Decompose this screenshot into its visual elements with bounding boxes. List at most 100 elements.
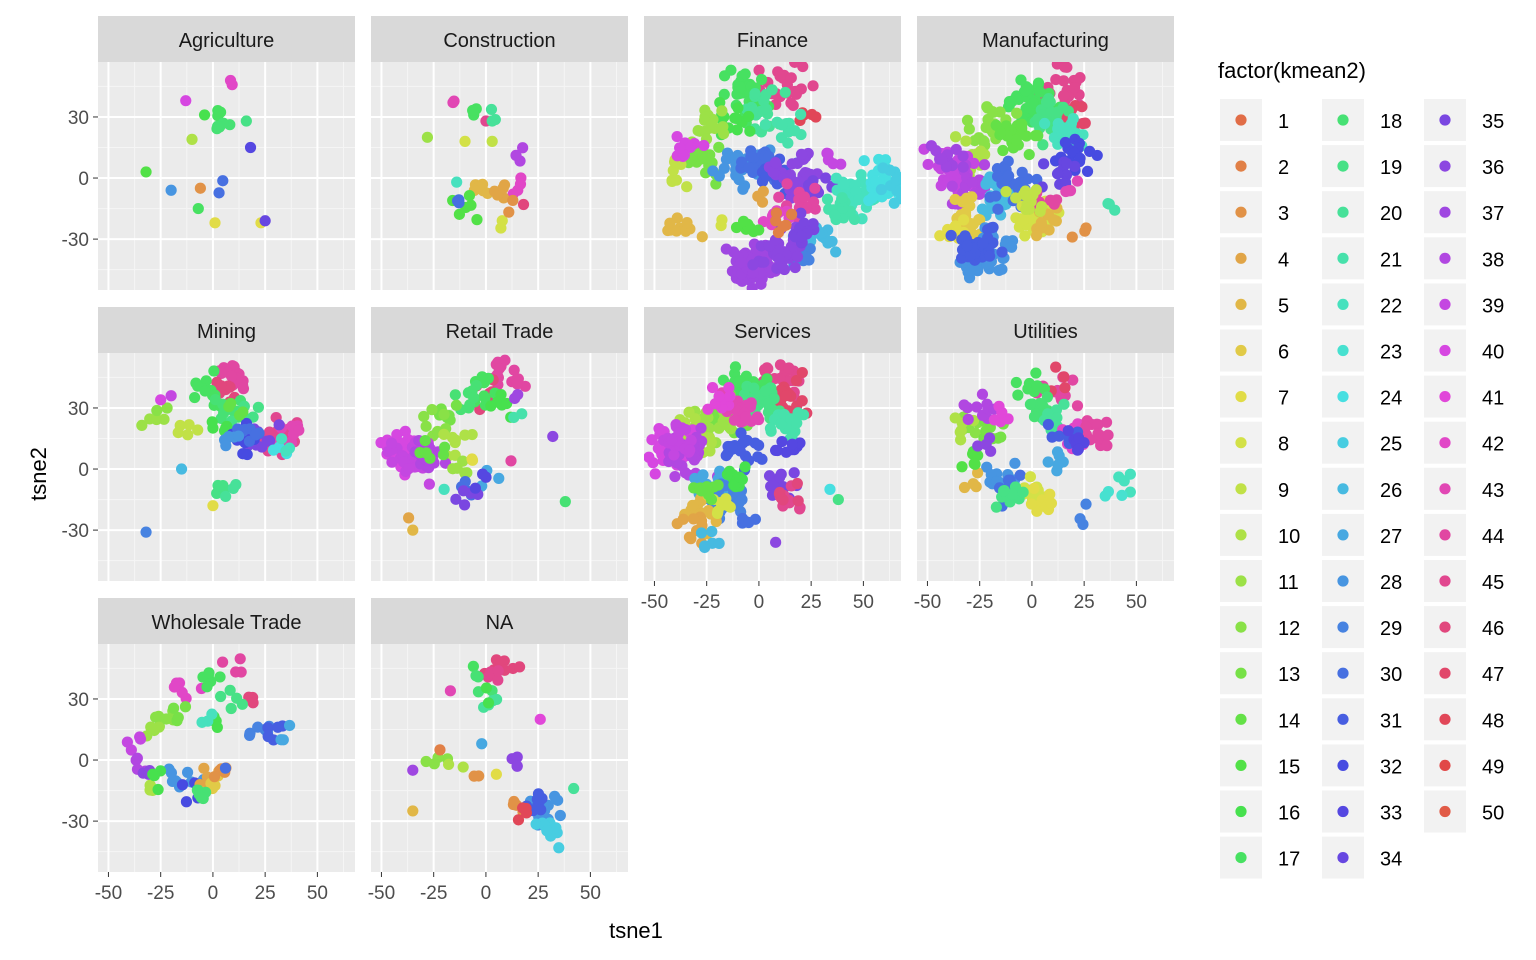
data-point: [743, 162, 755, 174]
data-point: [972, 449, 984, 462]
data-point: [535, 804, 547, 816]
legend-label: 32: [1380, 756, 1402, 778]
data-point: [1039, 117, 1051, 130]
legend-item-50: 50: [1424, 790, 1504, 833]
data-point: [748, 382, 760, 394]
data-point: [493, 362, 505, 375]
data-point: [683, 406, 695, 418]
data-point: [988, 414, 1001, 426]
data-point: [511, 760, 523, 772]
data-point: [666, 434, 678, 446]
data-points: [140, 74, 271, 229]
data-point: [792, 495, 804, 507]
legend-label: 36: [1482, 157, 1504, 179]
legend-item-30: 30: [1322, 652, 1402, 695]
data-point: [426, 404, 438, 416]
data-point: [1038, 158, 1050, 170]
data-point: [131, 752, 143, 764]
data-point: [792, 407, 804, 419]
legend-swatch: [1337, 437, 1349, 449]
legend-swatch: [1337, 852, 1349, 864]
data-point: [247, 697, 259, 709]
legend-label: 35: [1482, 111, 1504, 133]
facet-strip: [98, 598, 355, 644]
data-point: [134, 733, 147, 745]
legend-label: 2: [1278, 157, 1289, 179]
legend-label: 8: [1278, 434, 1289, 456]
legend-label: 47: [1482, 664, 1504, 686]
data-point: [752, 414, 765, 426]
data-point: [990, 190, 1002, 202]
data-point: [201, 681, 213, 693]
data-point: [1019, 230, 1031, 242]
data-point: [762, 397, 775, 409]
data-point: [733, 497, 745, 509]
data-point: [776, 435, 788, 448]
data-point: [687, 499, 699, 511]
legend-item-5: 5: [1220, 283, 1289, 326]
data-point: [969, 458, 981, 470]
data-point: [449, 389, 461, 401]
data-point: [766, 84, 778, 96]
legend-swatch: [1439, 206, 1451, 218]
data-point: [180, 796, 193, 808]
legend-label: 45: [1482, 572, 1504, 594]
data-point: [189, 391, 201, 404]
legend-item-28: 28: [1322, 560, 1402, 602]
y-axis-title: tsne2: [26, 447, 51, 501]
legend-item-15: 15: [1220, 744, 1300, 787]
legend-swatch: [1439, 483, 1451, 495]
legend-item-7: 7: [1220, 375, 1289, 418]
data-point: [1057, 90, 1070, 102]
data-point: [231, 692, 243, 704]
data-point: [181, 766, 194, 778]
data-point: [482, 697, 495, 709]
data-point: [465, 199, 477, 211]
data-point: [706, 118, 718, 130]
data-point: [1074, 152, 1086, 164]
legend-item-9: 9: [1220, 467, 1289, 510]
legend-swatch: [1235, 252, 1247, 264]
data-point: [718, 128, 730, 140]
data-point: [761, 373, 773, 385]
data-point: [956, 461, 968, 473]
data-point: [902, 183, 913, 194]
legend-swatch: [1439, 437, 1451, 449]
facet-strip: [917, 307, 1174, 353]
data-point: [958, 214, 970, 226]
data-point: [755, 240, 767, 252]
data-point: [753, 439, 765, 451]
data-point: [261, 435, 273, 447]
data-point: [466, 453, 478, 465]
data-point: [211, 120, 224, 132]
data-point: [450, 399, 463, 411]
data-point: [1062, 425, 1074, 437]
data-point: [443, 758, 455, 771]
data-point: [211, 721, 223, 733]
data-point: [199, 385, 211, 397]
data-point: [997, 144, 1009, 157]
data-point: [795, 108, 807, 120]
legend-label: 24: [1380, 388, 1402, 410]
legend-item-47: 47: [1424, 652, 1504, 695]
y-tick-label: -30: [62, 812, 89, 833]
data-point: [976, 203, 989, 215]
data-point: [824, 483, 836, 495]
data-point: [830, 246, 842, 258]
legend-item-11: 11: [1220, 560, 1299, 602]
data-point: [407, 764, 419, 776]
legend-item-18: 18: [1322, 99, 1402, 141]
data-point: [208, 365, 220, 377]
data-point: [250, 428, 262, 440]
legend-item-14: 14: [1220, 698, 1300, 741]
data-point: [734, 471, 746, 483]
data-point: [167, 702, 180, 714]
data-points: [918, 62, 1121, 284]
legend-label: 9: [1278, 480, 1289, 502]
data-point: [760, 103, 772, 115]
data-point: [696, 485, 708, 497]
data-point: [984, 250, 996, 262]
data-point: [1024, 471, 1037, 483]
legend-item-1: 1: [1220, 99, 1289, 141]
